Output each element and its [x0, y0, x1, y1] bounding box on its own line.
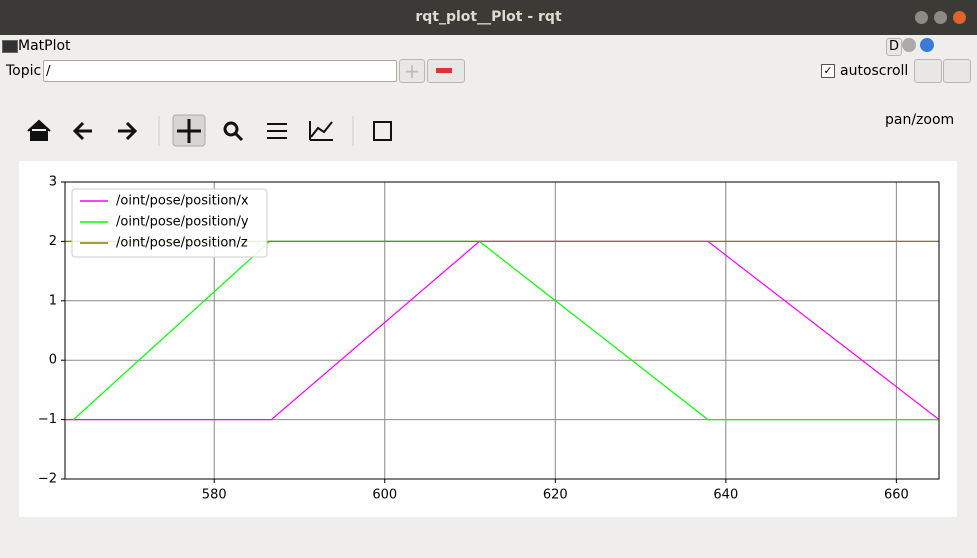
dock-button[interactable]: D: [886, 38, 902, 56]
topic-input[interactable]: [43, 60, 397, 82]
y-tick-label: 3: [49, 175, 57, 190]
help-button[interactable]: [920, 38, 934, 52]
series-line: [73, 240, 939, 421]
y-tick-label: 0: [49, 353, 57, 368]
x-tick-label: 660: [884, 488, 909, 503]
plot-frame: [64, 181, 940, 480]
add-button[interactable]: +: [399, 59, 425, 83]
zoom-icon: [233, 131, 244, 142]
clear-button[interactable]: [943, 59, 971, 83]
legend-label: /oint/pose/position/y: [116, 215, 249, 230]
subplots-button[interactable]: [267, 123, 287, 139]
legend-box: [71, 188, 268, 258]
close[interactable]: [953, 11, 966, 24]
topic-label: Topic: [6, 63, 42, 79]
x-tick-label: 580: [202, 488, 227, 503]
window-title: rqt_plot__Plot - rqt: [415, 9, 562, 25]
axes-button[interactable]: [309, 121, 333, 141]
home-button[interactable]: [27, 119, 51, 141]
pan-icon: [177, 119, 201, 143]
y-tick-label: 1: [49, 293, 57, 308]
back-button[interactable]: [72, 121, 92, 141]
mode-label: pan/zoom: [885, 112, 955, 128]
maximize[interactable]: [934, 11, 947, 24]
x-tick-label: 600: [372, 488, 397, 503]
y-tick-label: 2: [49, 234, 57, 249]
plugin-title: MatPlot: [18, 38, 71, 54]
forward-button[interactable]: [118, 121, 138, 141]
title-bar: rqt_plot__Plot - rqt: [0, 0, 977, 35]
toolbar: [27, 114, 392, 147]
pause-button[interactable]: [914, 59, 942, 83]
zoom-button[interactable]: [223, 121, 239, 137]
y-tick-label: −2: [38, 472, 57, 487]
y-tick-label: −1: [38, 412, 57, 427]
plugin-icon: [2, 40, 18, 53]
remove-button[interactable]: [427, 59, 465, 83]
chart: −2 −1 0 1 2 3 580 600 620 640 660/oint/pose/positi…: [19, 161, 957, 517]
save-button[interactable]: [373, 121, 392, 141]
legend-label: /oint/pose/position/x: [116, 194, 249, 209]
autoscroll-checkbox[interactable]: ✓: [821, 64, 835, 78]
x-tick-label: 620: [543, 488, 568, 503]
legend-label: /oint/pose/position/z: [116, 236, 248, 251]
minimize[interactable]: [915, 11, 928, 24]
settings-button[interactable]: [902, 38, 916, 52]
series-line: [65, 240, 940, 421]
x-tick-label: 640: [713, 488, 738, 503]
autoscroll-label: autoscroll: [840, 63, 909, 79]
